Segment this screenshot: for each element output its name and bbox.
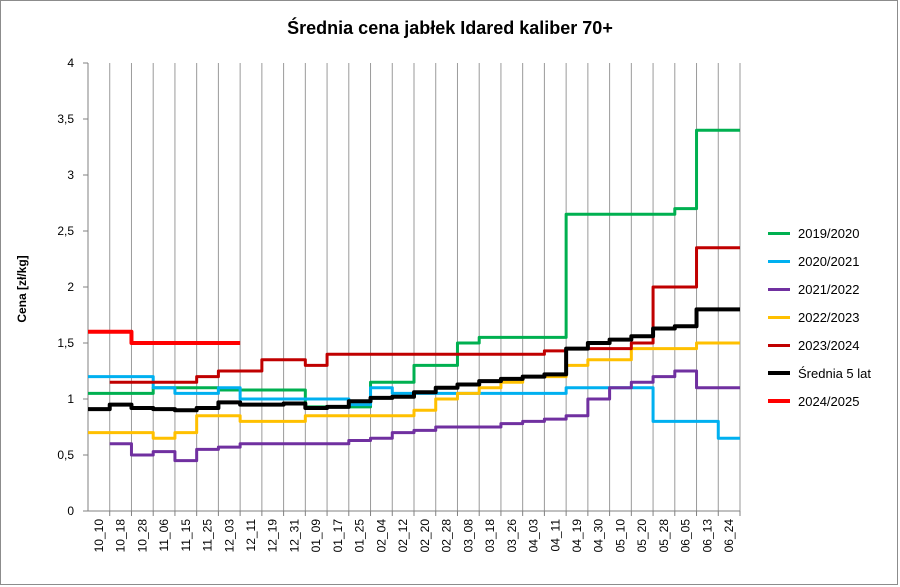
series-line-2023-2024	[109, 246, 740, 384]
y-tick-label: 0,5	[57, 448, 74, 462]
legend-swatch	[768, 287, 790, 291]
x-tick-label: 04_11	[548, 519, 562, 552]
x-tick-label: 12_19	[266, 519, 280, 553]
series-line-2021-2022	[109, 369, 740, 463]
legend-item: 2024/2025	[768, 387, 893, 415]
legend-label: Średnia 5 lat	[798, 365, 871, 381]
x-tick-label: 06_05	[679, 519, 693, 553]
legend-label: 2020/2021	[798, 253, 860, 269]
series-line-2024-2025	[88, 329, 241, 345]
legend-swatch	[768, 343, 790, 347]
chart-title: Średnia cena jabłek Idared kaliber 70+	[287, 18, 613, 38]
legend-swatch	[768, 399, 790, 403]
legend-swatch	[768, 315, 790, 319]
x-tick-labels: 10_10 10_18 10_28 11_06 11_15 11_25 12_03 12_11…	[92, 519, 736, 553]
legend-item: 2022/2023	[768, 303, 893, 331]
x-tick-label: 12_31	[287, 519, 301, 553]
x-tick-label: 03_26	[505, 519, 519, 553]
x-tick-label: 05_28	[657, 519, 671, 553]
x-tick-label: 02_04	[374, 519, 388, 553]
x-tick-label: 01_25	[353, 519, 367, 553]
x-tick-label: 06_24	[722, 519, 736, 553]
y-tick-label: 0	[67, 504, 74, 518]
x-tick-label: 04_30	[592, 519, 606, 553]
x-tick-label: 03_18	[483, 519, 497, 553]
x-tick-label: 11_15	[179, 519, 193, 552]
legend-swatch	[768, 259, 790, 263]
legend-item: 2023/2024	[768, 331, 893, 359]
x-tick-label: 01_09	[309, 519, 323, 553]
y-tick-label: 1,5	[57, 336, 74, 350]
legend-swatch	[768, 231, 790, 235]
x-tick-label: 02_12	[396, 519, 410, 553]
y-tick-label: 4	[67, 56, 74, 70]
x-tick-label: 02_20	[418, 519, 432, 553]
x-tick-label: 11_06	[157, 519, 171, 552]
legend-swatch	[768, 371, 790, 375]
legend-item: 2021/2022	[768, 275, 893, 303]
chart-legend: 2019/2020 2020/2021 2021/2022 2022/2023 2023…	[768, 219, 893, 415]
x-tick-label: 10_10	[92, 519, 106, 553]
x-tick-label: 03_08	[461, 519, 475, 553]
y-tick-label: 2,5	[57, 224, 74, 238]
vertical-gridlines	[109, 63, 741, 511]
y-tick-label: 2	[67, 280, 74, 294]
x-tick-label: 05_20	[635, 519, 649, 553]
x-tick-label: 04_03	[527, 519, 541, 553]
y-tick-label: 3	[67, 168, 74, 182]
x-tick-label: 06_13	[700, 519, 714, 553]
x-tick-label: 10_18	[114, 519, 128, 553]
legend-label: 2021/2022	[798, 281, 860, 297]
x-tick-label: 10_28	[135, 519, 149, 553]
legend-item: 2019/2020	[768, 219, 893, 247]
x-tick-label: 02_28	[440, 519, 454, 553]
x-tick-label: 04_19	[570, 519, 584, 553]
y-tick-label: 1	[67, 392, 74, 406]
series-line--rednia-5-lat	[88, 307, 740, 413]
x-tick-label: 05_10	[613, 519, 627, 553]
legend-label: 2022/2023	[798, 309, 860, 325]
y-tick-label: 3,5	[57, 112, 74, 126]
series-lines	[88, 128, 740, 463]
legend-label: 2024/2025	[798, 393, 860, 409]
y-tick-labels: 0 0,5 1 1,5 2 2,5 3 3,5 4	[57, 56, 74, 518]
legend-item: Średnia 5 lat	[768, 359, 893, 387]
legend-label: 2019/2020	[798, 225, 860, 241]
x-tick-label: 11_25	[201, 519, 215, 552]
y-axis-label: Cena [zł/kg]	[15, 255, 29, 323]
series-line-2019-2020	[88, 128, 740, 409]
series-line-2022-2023	[88, 341, 740, 440]
x-tick-label: 12_11	[244, 519, 258, 552]
x-tick-label: 01_17	[331, 519, 345, 553]
x-tick-label: 12_03	[222, 519, 236, 553]
series-line-2020-2021	[88, 375, 740, 440]
legend-item: 2020/2021	[768, 247, 893, 275]
chart-axes	[83, 62, 741, 516]
legend-label: 2023/2024	[798, 337, 860, 353]
